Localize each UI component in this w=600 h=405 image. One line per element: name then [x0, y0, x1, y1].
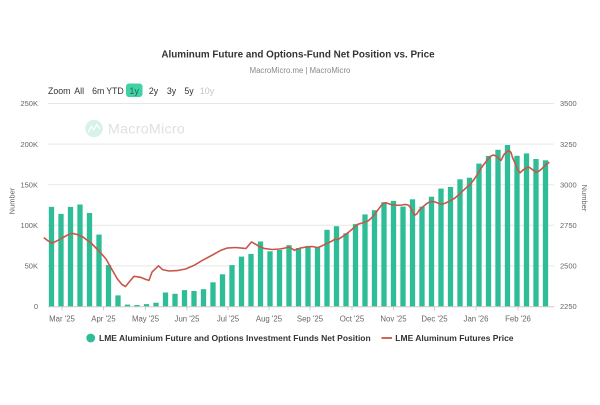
svg-text:Nov '25: Nov '25 [380, 314, 407, 323]
svg-text:Number: Number [580, 185, 589, 212]
svg-text:3250: 3250 [560, 140, 577, 149]
svg-text:Apr '25: Apr '25 [91, 314, 116, 323]
svg-text:May '25: May '25 [132, 314, 160, 323]
svg-text:0: 0 [34, 302, 38, 311]
svg-text:Aluminum Future and Options-Fu: Aluminum Future and Options-Fund Net Pos… [161, 50, 435, 61]
svg-text:LME Aluminum Futures Price: LME Aluminum Futures Price [395, 333, 514, 343]
svg-text:All: All [74, 86, 84, 96]
svg-text:1y: 1y [130, 86, 140, 96]
svg-text:Oct '25: Oct '25 [340, 314, 365, 323]
svg-text:Number: Number [8, 187, 17, 214]
svg-text:50K: 50K [25, 262, 38, 271]
svg-text:6m: 6m [92, 86, 104, 96]
svg-text:2750: 2750 [560, 221, 577, 230]
svg-text:3500: 3500 [560, 99, 577, 108]
svg-text:Feb '26: Feb '26 [505, 314, 531, 323]
svg-text:Jun '25: Jun '25 [175, 314, 201, 323]
svg-text:MacroMicro: MacroMicro [108, 122, 185, 138]
svg-text:Sep '25: Sep '25 [297, 314, 324, 323]
svg-text:3000: 3000 [560, 180, 577, 189]
svg-text:Mar '25: Mar '25 [49, 314, 75, 323]
svg-text:Zoom: Zoom [48, 86, 71, 96]
svg-text:YTD: YTD [106, 86, 124, 96]
svg-text:Jan '26: Jan '26 [464, 314, 489, 323]
svg-text:2500: 2500 [560, 262, 577, 271]
svg-text:150K: 150K [20, 180, 38, 189]
svg-text:Jul '25: Jul '25 [217, 314, 240, 323]
svg-text:3y: 3y [167, 86, 177, 96]
svg-text:Aug '25: Aug '25 [256, 314, 283, 323]
svg-text:100K: 100K [20, 221, 38, 230]
svg-text:250K: 250K [20, 99, 38, 108]
svg-text:2250: 2250 [560, 302, 577, 311]
svg-text:200K: 200K [20, 140, 38, 149]
svg-text:LME Aluminium Future and Optio: LME Aluminium Future and Options Investm… [99, 333, 371, 343]
svg-text:5y: 5y [184, 86, 194, 96]
svg-text:10y: 10y [200, 86, 215, 96]
svg-text:Dec '25: Dec '25 [421, 314, 448, 323]
svg-text:MacroMicro.me | MacroMicro: MacroMicro.me | MacroMicro [250, 66, 351, 75]
svg-text:2y: 2y [149, 86, 159, 96]
